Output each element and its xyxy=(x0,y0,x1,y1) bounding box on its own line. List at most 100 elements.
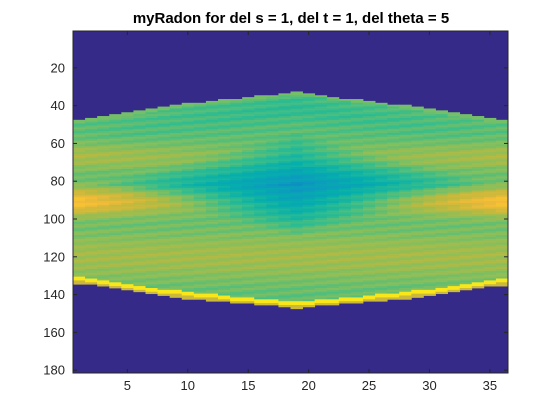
heatmap-cell xyxy=(483,206,497,210)
heatmap-cell xyxy=(169,206,183,210)
heatmap-cell xyxy=(459,216,473,219)
heatmap-cell xyxy=(387,195,400,198)
heatmap-cell xyxy=(109,255,122,259)
heatmap-cell xyxy=(266,97,279,100)
heatmap-cell xyxy=(230,301,243,304)
heatmap-cell xyxy=(459,261,473,264)
heatmap-cell xyxy=(411,252,424,255)
heatmap-cell xyxy=(97,197,110,200)
heatmap-cell xyxy=(363,253,376,257)
heatmap-cell xyxy=(218,151,231,155)
heatmap-cell xyxy=(73,176,86,179)
heatmap-cell xyxy=(290,280,303,283)
heatmap-cell xyxy=(145,263,158,266)
heatmap-cell xyxy=(375,134,388,138)
heatmap-cell xyxy=(326,114,340,117)
heatmap-cell xyxy=(495,176,509,179)
heatmap-cell xyxy=(169,104,183,107)
heatmap-cell xyxy=(145,240,158,244)
heatmap-cell xyxy=(205,121,219,124)
heatmap-cell xyxy=(363,257,376,261)
heatmap-column xyxy=(483,117,497,287)
heatmap-cell xyxy=(399,263,412,266)
heatmap-cell xyxy=(495,155,509,158)
heatmap-cell xyxy=(169,174,183,177)
heatmap-cell xyxy=(73,272,86,276)
heatmap-cell xyxy=(145,280,158,283)
heatmap-cell xyxy=(399,116,412,119)
heatmap-cell xyxy=(193,112,207,115)
heatmap-cell xyxy=(73,214,86,217)
heatmap-cell xyxy=(423,114,436,117)
heatmap-cell xyxy=(157,276,171,279)
heatmap-cell xyxy=(254,233,267,236)
heatmap-cell xyxy=(266,114,279,117)
heatmap-cell xyxy=(278,99,291,102)
heatmap-cell xyxy=(290,299,303,302)
heatmap-cell xyxy=(109,134,122,138)
heatmap-cell xyxy=(471,261,485,264)
heatmap-cell xyxy=(181,150,195,153)
heatmap-cell xyxy=(302,225,316,228)
heatmap-cell xyxy=(411,250,424,253)
heatmap-cell xyxy=(338,261,352,264)
heatmap-cell xyxy=(375,282,388,285)
heatmap-cell xyxy=(169,208,183,211)
heatmap-cell xyxy=(109,201,122,204)
heatmap-cell xyxy=(447,257,461,261)
heatmap-cell xyxy=(326,238,340,242)
heatmap-cell xyxy=(302,161,316,164)
heatmap-cell xyxy=(459,223,473,227)
heatmap-cell xyxy=(205,252,219,255)
heatmap-cell xyxy=(85,182,98,185)
heatmap-cell xyxy=(326,136,340,140)
heatmap-cell xyxy=(218,218,231,221)
heatmap-cell xyxy=(121,214,134,217)
heatmap-cell xyxy=(471,182,485,185)
heatmap-cell xyxy=(411,159,424,162)
heatmap-cell xyxy=(338,165,352,168)
heatmap-cell xyxy=(338,286,352,289)
heatmap-cell xyxy=(73,146,86,149)
heatmap-cell xyxy=(314,286,328,289)
heatmap-cell xyxy=(218,112,231,115)
heatmap-cell xyxy=(375,150,388,153)
heatmap-cell xyxy=(375,121,388,124)
heatmap-cell xyxy=(290,151,303,155)
heatmap-cell xyxy=(411,176,424,179)
heatmap-cell xyxy=(230,136,243,140)
heatmap-cell xyxy=(109,206,122,210)
heatmap-cell xyxy=(435,287,448,291)
heatmap-cell xyxy=(375,284,388,287)
heatmap-cell xyxy=(290,108,303,111)
heatmap-cell xyxy=(483,161,497,164)
heatmap-cell xyxy=(411,121,424,124)
heatmap-cell xyxy=(290,274,303,278)
heatmap-cell xyxy=(145,246,158,249)
heatmap-cell xyxy=(459,270,473,274)
heatmap-cell xyxy=(387,212,400,215)
heatmap-cell xyxy=(387,257,400,261)
heatmap-cell xyxy=(387,172,400,175)
heatmap-cell xyxy=(411,257,424,261)
heatmap-cell xyxy=(193,161,207,164)
heatmap-cell xyxy=(302,235,316,238)
heatmap-cell xyxy=(471,157,485,160)
heatmap-cell xyxy=(483,185,497,189)
heatmap-cell xyxy=(109,172,122,175)
heatmap-cell xyxy=(290,233,303,236)
heatmap-cell xyxy=(350,184,364,187)
heatmap-cell xyxy=(205,242,219,245)
heatmap-cell xyxy=(375,208,388,211)
heatmap-cell xyxy=(181,212,195,215)
heatmap-cell xyxy=(435,140,448,143)
heatmap-cell xyxy=(109,142,122,145)
heatmap-cell xyxy=(205,195,219,198)
heatmap-column xyxy=(495,119,509,287)
heatmap-cell xyxy=(278,131,291,134)
heatmap-cell xyxy=(205,142,219,145)
heatmap-cell xyxy=(278,187,291,191)
heatmap-cell xyxy=(266,229,279,232)
heatmap-cell xyxy=(73,182,86,185)
heatmap-cell xyxy=(266,202,279,206)
